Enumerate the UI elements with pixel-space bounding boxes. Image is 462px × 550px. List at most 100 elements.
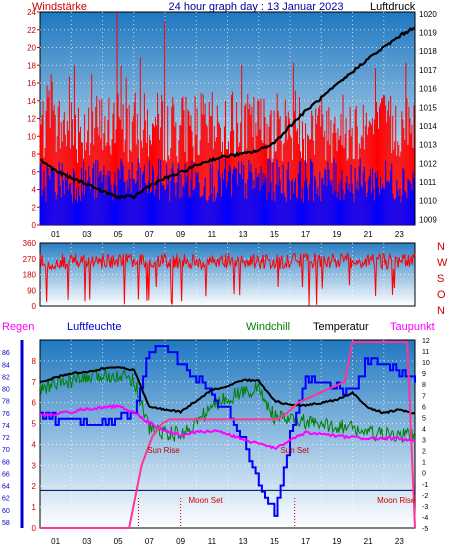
x-tick-label: 11 [208,230,217,239]
humidity-tick-label: 84 [2,362,10,369]
y-left-tick-label: 18 [27,61,36,70]
y-left-tick-label: 24 [27,8,36,17]
x-tick-label: 13 [239,230,248,239]
rain-tick-label: 2 [32,482,37,491]
y-left-tick-label: 2 [32,203,37,212]
legend-luftfeuchte: Luftfeuchte [67,321,121,333]
rain-tick-label: 6 [32,399,37,408]
y-left-tick-label: 12 [27,115,36,124]
y-right-tick-label: 1010 [419,197,437,206]
humidity-tick-label: 86 [2,350,10,357]
compass-label: N [437,241,445,253]
x-tick-label: 23 [395,230,404,239]
rain-tick-label: 8 [32,357,37,366]
header-right-label: Luftdruck [370,1,416,13]
x-tick-label: 15 [270,230,279,239]
temperature-tick-label: 12 [422,338,430,345]
humidity-tick-label: 74 [2,423,10,430]
temperature-tick-label: 9 [422,371,426,378]
direction-tick-label: 270 [23,255,37,264]
x-tick-label: 19 [332,537,341,546]
y-left-tick-label: 20 [27,44,36,53]
annotation-label: Moon Rise [377,496,416,505]
temperature-tick-label: 8 [422,382,426,389]
y-left-tick-label: 22 [27,26,36,35]
y-left-tick-label: 16 [27,79,36,88]
rain-tick-label: 1 [32,503,37,512]
temperature-tick-label: 10 [422,360,430,367]
rain-tick-label: 7 [32,378,37,387]
temperature-tick-label: 4 [422,426,426,433]
humidity-tick-label: 78 [2,399,10,406]
humidity-tick-label: 58 [2,520,10,527]
x-tick-label: 07 [145,230,154,239]
legend-windchill: Windchill [246,321,290,333]
y-left-tick-label: 0 [32,221,37,230]
temperature-tick-label: -2 [422,493,428,500]
windchill-line [39,368,416,443]
header-left-label: Windstärke [32,1,87,13]
y-left-tick-label: 4 [32,186,37,195]
x-tick-label: 03 [82,230,91,239]
humidity-tick-label: 64 [2,484,10,491]
annotation-label: Sun Set [280,446,309,455]
x-tick-label: 11 [208,537,217,546]
humidity-tick-label: 82 [2,374,10,381]
x-tick-label: 07 [145,537,154,546]
pressure-line [39,27,416,200]
direction-tick-label: 180 [23,271,37,280]
y-left-tick-label: 14 [27,97,36,106]
rain-tick-label: 0 [32,524,37,533]
y-right-tick-label: 1012 [419,159,437,168]
temperature-tick-label: 6 [422,404,426,411]
temperature-tick-label: 7 [422,393,426,400]
temperature-tick-label: 1 [422,460,426,467]
humidity-tick-label: 80 [2,387,10,394]
y-left-tick-label: 8 [32,150,37,159]
temperature-tick-label: 2 [422,449,426,456]
humidity-line [40,345,416,517]
temperature-tick-label: -1 [422,482,428,489]
legend-temperatur: Temperatur [313,321,369,333]
temperature-tick-label: 11 [422,349,429,356]
humidity-tick-label: 62 [2,496,10,503]
chart-title: 24 hour graph day : 13 Januar 2023 [169,1,344,13]
temperature-tick-label: 3 [422,438,426,445]
rain-tick-label: 3 [32,461,37,470]
x-tick-label: 17 [301,537,310,546]
x-tick-label: 05 [114,230,123,239]
y-right-tick-label: 1018 [419,47,437,56]
x-tick-label: 15 [270,537,279,546]
rain-tick-label: 4 [32,440,37,449]
direction-tick-label: 360 [23,239,37,248]
dewpoint-line [40,403,416,451]
x-tick-label: 19 [332,230,341,239]
panel-1-content: 0246810121416182022241009101010111012101… [27,8,437,239]
y-right-tick-label: 1013 [419,141,437,150]
direction-tick-label: 0 [32,302,37,311]
humidity-tick-label: 76 [2,411,10,418]
annotation-label: Moon Set [189,496,224,505]
y-left-tick-label: 10 [27,132,36,141]
y-right-tick-label: 1011 [419,178,437,187]
temperature-tick-label: -5 [422,526,428,533]
annotation-label: Sun Rise [147,446,180,455]
x-tick-label: 09 [176,230,185,239]
x-tick-label: 03 [82,537,91,546]
x-tick-label: 01 [51,537,60,546]
compass-label: S [437,273,444,285]
x-tick-label: 09 [176,537,185,546]
humidity-tick-label: 72 [2,435,10,442]
legend-regen: Regen [2,321,34,333]
x-tick-label: 17 [301,230,310,239]
rain-line [40,341,416,529]
temperature-tick-label: 0 [422,471,426,478]
y-right-tick-label: 1015 [419,103,437,112]
humidity-tick-label: 66 [2,471,10,478]
x-tick-label: 01 [51,230,60,239]
x-tick-label: 05 [114,537,123,546]
compass-label: N [437,305,445,317]
direction-tick-label: 90 [27,286,36,295]
